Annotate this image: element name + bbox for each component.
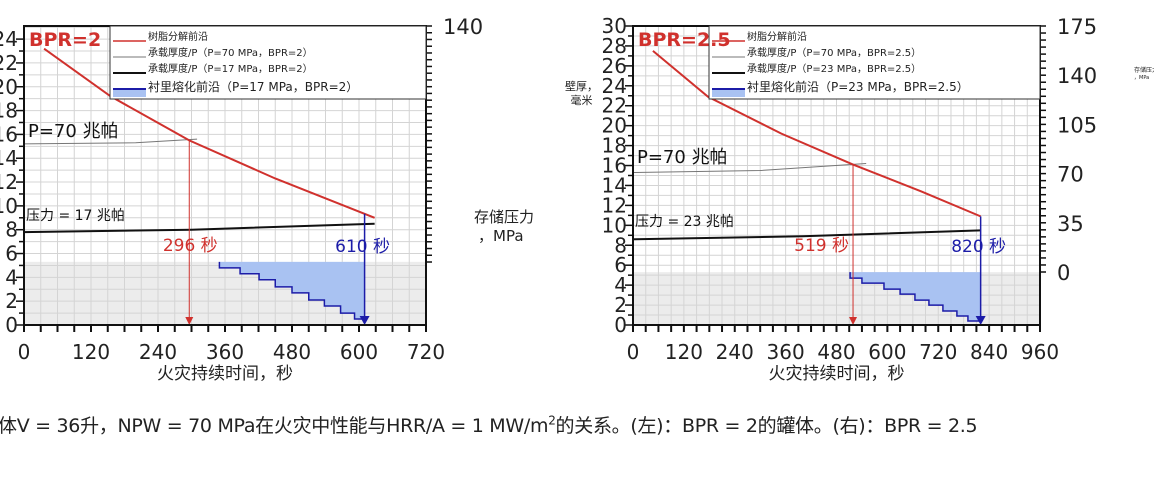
y-tick-label: 24 [602, 74, 627, 98]
x-axis-label: 火灾持续时间，秒 [769, 364, 905, 384]
y2-tick-label: 175 [1057, 15, 1097, 39]
x-tick-label: 960 [1021, 340, 1059, 364]
y-tick-label: 24 [0, 27, 18, 51]
blue-arrow-head [359, 316, 370, 325]
y2-axis-label: 存储压力 [474, 208, 534, 226]
x-tick-label: 120 [665, 340, 703, 364]
x-axis-label: 火灾持续时间，秒 [157, 364, 293, 384]
bpr-title: BPR=2.5 [638, 29, 731, 51]
load-thickness-p70-line [632, 163, 867, 174]
legend-item: 承载厚度/P（P=70 MPa，BPR=2） [148, 46, 313, 59]
caption-superscript: 2 [548, 413, 556, 428]
resin-decomposition-line [652, 50, 982, 218]
y-tick-label: 20 [0, 75, 18, 99]
legend-item: 衬里熔化前沿（P=17 MPa，BPR=2） [148, 79, 358, 94]
y-tick-label: 18 [602, 134, 627, 158]
y-tick-label: 0 [5, 313, 18, 337]
load-thickness-plow-line [23, 222, 375, 234]
blue-arrow-head [975, 316, 986, 325]
y-tick-label: 30 [602, 14, 627, 38]
y2-tick-label: 35 [1057, 212, 1084, 236]
legend-item: 树脂分解前沿 [747, 30, 807, 43]
x-tick-label: 600 [868, 340, 906, 364]
legend-item: 承载厚度/P（P=70 MPa，BPR=2.5） [747, 46, 921, 59]
y2-tick-label: 140 [1057, 64, 1097, 88]
y2-tick-label: 0 [1057, 261, 1070, 285]
chart-panel-2: 0 120 240 360 480 600 720 840 960火灾持续时间，秒0246810… [602, 14, 1154, 384]
y2-tick-label: 140 [443, 15, 483, 39]
y-tick-label: 20 [602, 114, 627, 138]
y2-tick-label: 70 [1057, 163, 1084, 187]
y-tick-label: 28 [602, 34, 627, 58]
legend-swatch-fill [712, 90, 745, 97]
y-tick-label: 4 [614, 273, 627, 297]
y-tick-label: 14 [602, 173, 627, 197]
y-tick-label: 6 [5, 242, 18, 266]
x-tick-label: 360 [206, 340, 244, 364]
y-tick-label: 18 [0, 99, 18, 123]
legend-swatch-fill [113, 90, 146, 97]
red-arrow-head [849, 317, 858, 325]
bpr-title: BPR=2 [29, 29, 101, 51]
legend-item: 承载厚度/P（P=17 MPa，BPR=2） [148, 62, 313, 75]
chart-panel-1: 0120240360480600720火灾持续时间，秒0246810121416… [0, 15, 534, 384]
figure-caption: 体V = 36升，NPW = 70 MPa在火灾中性能与HRR/A = 1 MW… [0, 411, 978, 438]
x-tick-label: 720 [407, 340, 445, 364]
y-tick-label: 22 [602, 94, 627, 118]
y-tick-label: 10 [602, 213, 627, 237]
y2-axis-label-line2: ，MPa [1134, 75, 1149, 81]
x-tick-label: 600 [340, 340, 378, 364]
y-tick-label: 16 [0, 122, 18, 146]
x-tick-label: 120 [72, 340, 110, 364]
x-tick-label: 0 [18, 340, 31, 364]
y2-tick-label: 105 [1057, 113, 1097, 137]
y-tick-label: 6 [614, 253, 627, 277]
lining-melt-front-line [849, 272, 981, 322]
x-tick-label: 840 [970, 340, 1008, 364]
y-axis-label: 壁厚，毫米 [565, 80, 598, 107]
y-tick-label: 14 [0, 146, 18, 170]
y-tick-label: 8 [614, 233, 627, 257]
y-tick-label: 4 [5, 265, 18, 289]
y2-axis-label-line2: ，MPa [478, 227, 524, 245]
legend-box [109, 25, 427, 100]
x-tick-label: 240 [716, 340, 754, 364]
low-pressure-label: 压力 = 23 兆帕 [635, 214, 734, 230]
y-tick-label: 26 [602, 54, 627, 78]
caption-text-end: 的关系。(左)：BPR = 2的罐体。(右)：BPR = 2.5 [555, 415, 978, 437]
lining-melt-front-line [218, 261, 365, 320]
load-thickness-p70-line [23, 138, 198, 145]
y-tick-label: 22 [0, 51, 18, 75]
y-tick-label: 2 [614, 293, 627, 317]
legend-item: 衬里熔化前沿（P=23 MPa，BPR=2.5） [747, 79, 969, 94]
x-tick-label: 240 [139, 340, 177, 364]
y-tick-label: 0 [614, 313, 627, 337]
red-time-label: 296 秒 [163, 236, 218, 256]
y2-axis-label: 存储压力 [1134, 66, 1154, 74]
y-tick-label: 10 [0, 194, 18, 218]
p70-label: P=70 兆帕 [637, 147, 728, 168]
x-tick-label: 720 [919, 340, 957, 364]
y-tick-label: 16 [602, 154, 627, 178]
red-arrow-head [185, 317, 194, 325]
y-tick-label: 12 [602, 193, 627, 217]
x-tick-label: 360 [767, 340, 805, 364]
load-thickness-plow-line [632, 229, 981, 241]
x-tick-label: 480 [273, 340, 311, 364]
legend-item: 承载厚度/P（P=23 MPa，BPR=2.5） [747, 62, 921, 75]
caption-text: 体V = 36升，NPW = 70 MPa在火灾中性能与HRR/A = 1 MW… [0, 415, 549, 437]
x-tick-label: 0 [627, 340, 640, 364]
blue-time-label: 820 秒 [951, 237, 1006, 257]
blue-time-label: 610 秒 [335, 237, 390, 257]
y-tick-label: 2 [5, 289, 18, 313]
x-tick-label: 480 [817, 340, 855, 364]
low-pressure-label: 压力 = 17 兆帕 [26, 208, 125, 224]
y-tick-label: 8 [5, 218, 18, 242]
legend-box [708, 25, 1041, 100]
p70-label: P=70 兆帕 [28, 121, 119, 142]
legend-item: 树脂分解前沿 [148, 30, 208, 43]
red-time-label: 519 秒 [794, 236, 849, 256]
y-tick-label: 12 [0, 170, 18, 194]
